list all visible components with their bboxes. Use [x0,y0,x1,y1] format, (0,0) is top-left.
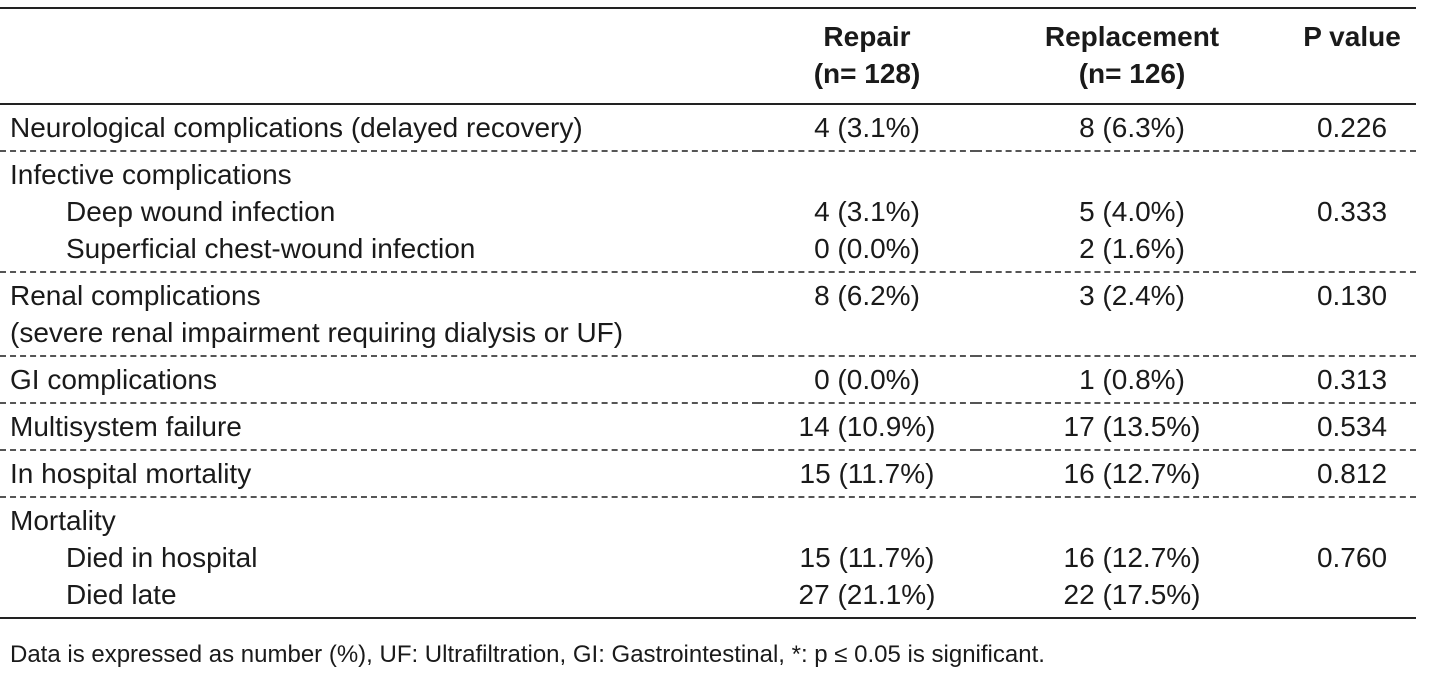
header-replacement: Replacement (n= 126) [976,8,1288,104]
replacement-value: 2 (1.6%) [1079,233,1185,264]
table-row: In hospital mortality 15 (11.7%) 16 (12.7%… [0,450,1416,497]
replacement-cell: 1 (0.8%) [976,356,1288,403]
repair-cell: 4 (3.1%) 0 (0.0%) [758,151,976,272]
row-label: Superficial chest-wound infection [66,233,476,264]
pvalue-value: 0.333 [1316,196,1388,227]
row-label: Renal complications [10,280,261,311]
table-row: Neurological complications (delayed reco… [0,104,1416,151]
repair-value: 4 (3.1%) [814,196,920,227]
repair-cell: 15 (11.7%) [758,450,976,497]
pvalue-value [1288,230,1416,267]
pvalue-value [1288,576,1416,613]
row-label: Multisystem failure [10,411,242,442]
replacement-cell: 3 (2.4%) [976,272,1288,356]
replacement-cell: 17 (13.5%) [976,403,1288,450]
row-label: (severe renal impairment requiring dialy… [10,317,624,348]
repair-value: 4 (3.1%) [814,112,920,143]
header-label-cell [0,8,758,104]
row-label-cell: Infective complications Deep wound infect… [0,151,758,272]
row-label: GI complications [10,364,217,395]
row-label-cell: In hospital mortality [0,450,758,497]
repair-value [758,502,976,539]
pvalue-cell: 0.333 [1288,151,1416,272]
row-label: In hospital mortality [10,458,252,489]
pvalue-cell: 0.534 [1288,403,1416,450]
pvalue-value [1288,156,1416,193]
header-repair-n: (n= 128) [813,58,921,89]
table-row: Infective complications Deep wound infect… [0,151,1416,272]
replacement-value: 22 (17.5%) [1063,579,1201,610]
header-repair-title: Repair [823,21,911,52]
repair-cell: 4 (3.1%) [758,104,976,151]
repair-value: 0 (0.0%) [814,233,920,264]
pvalue-cell: 0.313 [1288,356,1416,403]
repair-cell: 15 (11.7%) 27 (21.1%) [758,497,976,618]
replacement-value: 16 (12.7%) [1063,458,1201,489]
table-row: GI complications 0 (0.0%) 1 (0.8%) 0.313 [0,356,1416,403]
replacement-value [976,314,1288,351]
replacement-cell: 8 (6.3%) [976,104,1288,151]
table-row: Renal complications (severe renal impairm… [0,272,1416,356]
replacement-value: 8 (6.3%) [1079,112,1185,143]
header-replacement-title: Replacement [1044,21,1220,52]
pvalue-cell: 0.130 [1288,272,1416,356]
repair-cell: 14 (10.9%) [758,403,976,450]
pvalue-value: 0.313 [1316,364,1388,395]
row-label: Died late [66,579,177,610]
replacement-value [976,156,1288,193]
row-label: Neurological complications (delayed reco… [10,112,583,143]
repair-value: 14 (10.9%) [798,411,936,442]
row-label-cell: Multisystem failure [0,403,758,450]
repair-value [758,156,976,193]
table-row: Mortality Died in hospital Died late 15 (11… [0,497,1416,618]
row-label: Infective complications [10,159,292,190]
pvalue-value [1288,502,1416,539]
header-row: Repair (n= 128) Replacement (n= 126) P v… [0,8,1416,104]
header-replacement-n: (n= 126) [1078,58,1186,89]
repair-value: 8 (6.2%) [814,280,920,311]
replacement-value: 3 (2.4%) [1079,280,1185,311]
pvalue-value: 0.130 [1316,280,1388,311]
table-body: Neurological complications (delayed reco… [0,104,1416,618]
pvalue-value: 0.226 [1316,112,1388,143]
pvalue-value: 0.760 [1316,542,1388,573]
repair-value: 0 (0.0%) [814,364,920,395]
replacement-value: 1 (0.8%) [1079,364,1185,395]
table-row: Multisystem failure 14 (10.9%) 17 (13.5%) 0… [0,403,1416,450]
repair-cell: 0 (0.0%) [758,356,976,403]
header-pvalue: P value [1303,21,1401,52]
header-repair: Repair (n= 128) [758,8,976,104]
replacement-cell: 5 (4.0%) 2 (1.6%) [976,151,1288,272]
row-label-cell: Neurological complications (delayed reco… [0,104,758,151]
repair-value [758,314,976,351]
pvalue-value [1288,314,1416,351]
replacement-cell: 16 (12.7%) 22 (17.5%) [976,497,1288,618]
replacement-value: 17 (13.5%) [1063,411,1201,442]
pvalue-value: 0.812 [1316,458,1388,489]
replacement-cell: 16 (12.7%) [976,450,1288,497]
repair-value: 15 (11.7%) [799,458,935,489]
replacement-value: 5 (4.0%) [1079,196,1185,227]
row-label: Deep wound infection [66,196,336,227]
results-table: Repair (n= 128) Replacement (n= 126) P v… [0,7,1416,619]
repair-value: 15 (11.7%) [799,542,935,573]
row-label: Died in hospital [66,542,258,573]
replacement-value [976,502,1288,539]
repair-cell: 8 (6.2%) [758,272,976,356]
pvalue-cell: 0.760 [1288,497,1416,618]
row-label-cell: GI complications [0,356,758,403]
row-label: Mortality [10,505,116,536]
pvalue-cell: 0.812 [1288,450,1416,497]
pvalue-cell: 0.226 [1288,104,1416,151]
row-label-cell: Mortality Died in hospital Died late [0,497,758,618]
pvalue-value: 0.534 [1316,411,1388,442]
repair-value: 27 (21.1%) [798,579,936,610]
row-label-cell: Renal complications (severe renal impairm… [0,272,758,356]
table-footnote: Data is expressed as number (%), UF: Ult… [10,641,1045,668]
replacement-value: 16 (12.7%) [1063,542,1201,573]
